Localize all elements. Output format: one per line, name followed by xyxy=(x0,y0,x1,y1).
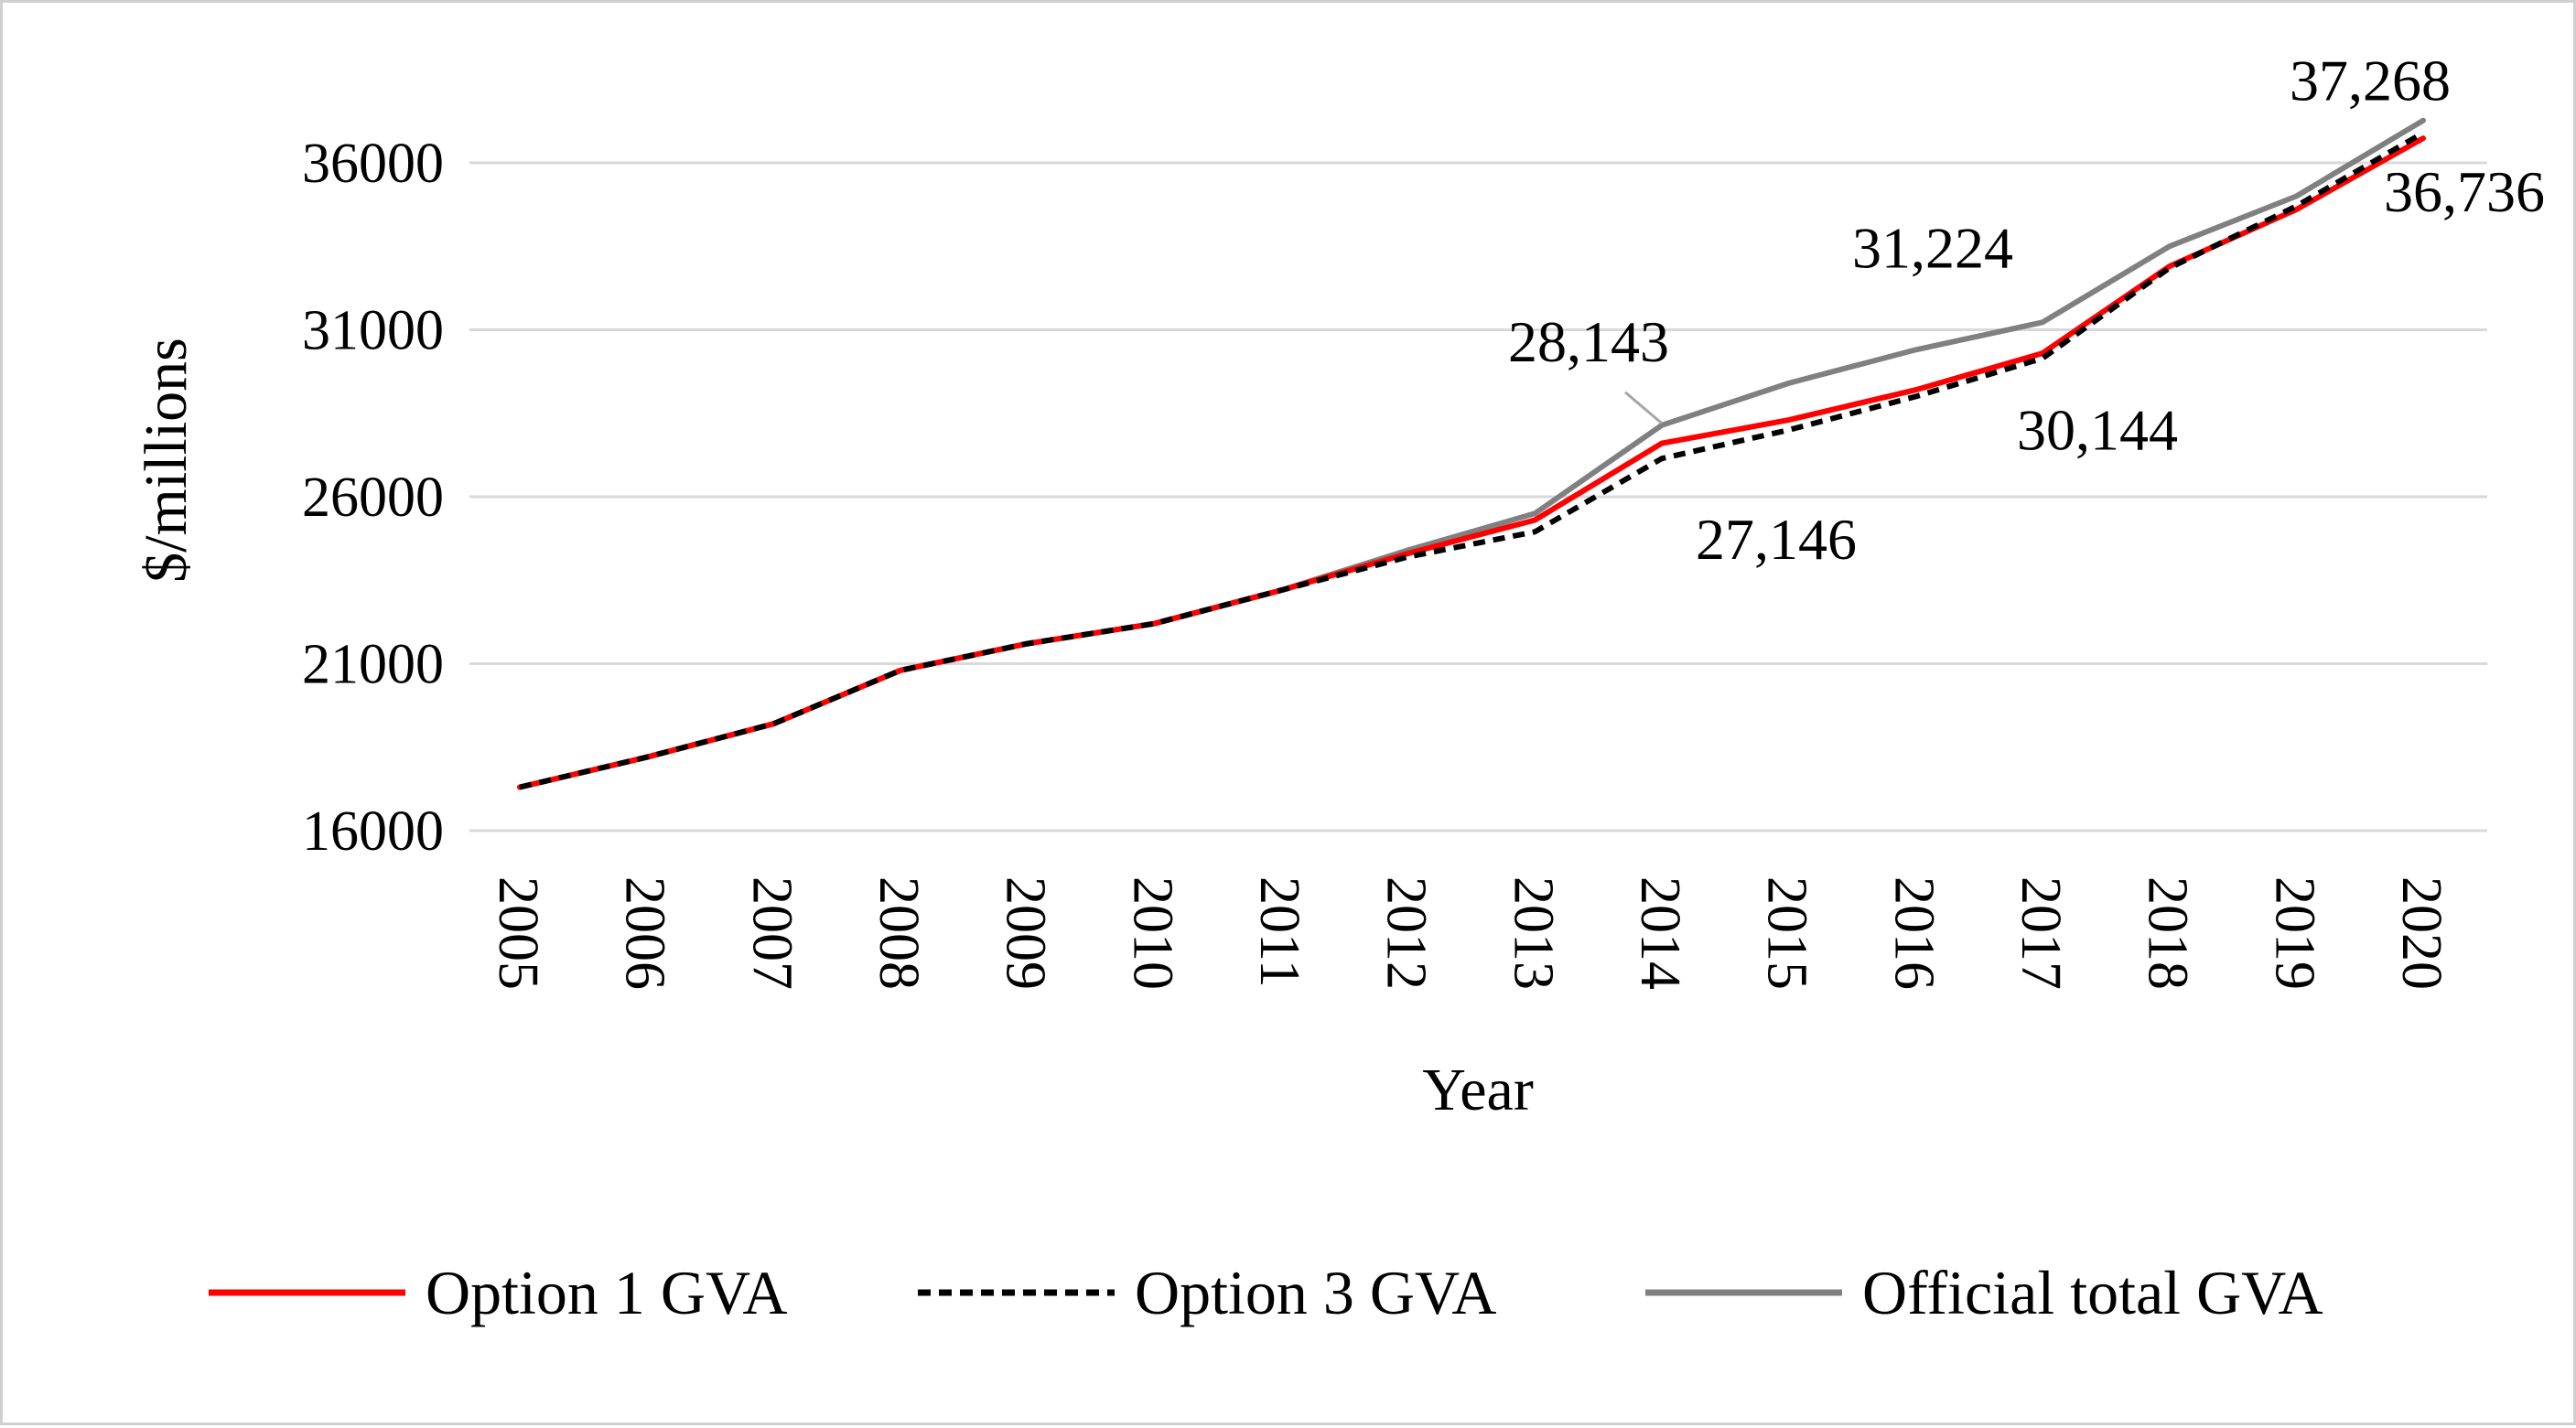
gridlines xyxy=(469,161,2487,832)
data-label-36736: 36,736 xyxy=(2384,159,2545,224)
x-tick-label: 2006 xyxy=(614,876,676,990)
x-axis-ticks: 2005 2006 2007 2008 2009 2010 2011 2012 2013 2014… xyxy=(487,876,2452,990)
x-tick-label: 2009 xyxy=(995,876,1057,990)
y-tick-label: 26000 xyxy=(302,467,444,529)
x-tick-label: 2008 xyxy=(868,876,930,990)
x-tick-label: 2016 xyxy=(1882,876,1945,990)
x-tick-label: 2015 xyxy=(1756,876,1818,990)
data-labels: 28,143 27,146 31,224 30,144 37,268 36,736 xyxy=(1508,48,2545,572)
series-line-option-3-gva xyxy=(519,130,2425,790)
series-line-option-1-gva xyxy=(517,135,2426,790)
data-label-31224: 31,224 xyxy=(1852,215,2013,280)
x-tick-label: 2011 xyxy=(1248,876,1310,988)
legend-label-option-1-gva: Option 1 GVA xyxy=(426,1258,787,1327)
data-label-28143: 28,143 xyxy=(1508,309,1669,374)
series-lines xyxy=(517,117,2426,790)
y-tick-label: 16000 xyxy=(302,800,444,863)
y-axis-ticks: 16000 21000 26000 31000 36000 xyxy=(302,133,444,863)
x-tick-label: 2007 xyxy=(740,876,803,990)
data-label-27146: 27,146 xyxy=(1696,507,1857,572)
y-tick-label: 31000 xyxy=(302,300,444,362)
y-axis-title: $/millions xyxy=(133,338,199,583)
legend-label-option-3-gva: Option 3 GVA xyxy=(1135,1258,1496,1327)
x-tick-label: 2020 xyxy=(2390,876,2452,990)
x-tick-label: 2012 xyxy=(1375,876,1438,990)
x-tick-label: 2018 xyxy=(2137,876,2199,990)
x-tick-label: 2010 xyxy=(1121,876,1183,990)
y-tick-label: 21000 xyxy=(302,634,444,696)
data-label-37268: 37,268 xyxy=(2290,48,2451,113)
legend: Option 1 GVA Option 3 GVA Official total G… xyxy=(209,1258,2323,1327)
y-tick-label: 36000 xyxy=(302,133,444,195)
x-tick-label: 2013 xyxy=(1502,876,1564,990)
x-tick-label: 2019 xyxy=(2263,876,2325,990)
x-axis-title: Year xyxy=(1422,1057,1534,1123)
data-label-leader xyxy=(1624,391,1663,424)
legend-label-official-total-gva: Official total GVA xyxy=(1862,1258,2323,1327)
x-tick-label: 2017 xyxy=(2010,876,2072,990)
data-label-30144: 30,144 xyxy=(2017,398,2178,463)
x-tick-label: 2005 xyxy=(487,876,549,990)
x-tick-label: 2014 xyxy=(1629,876,1691,990)
